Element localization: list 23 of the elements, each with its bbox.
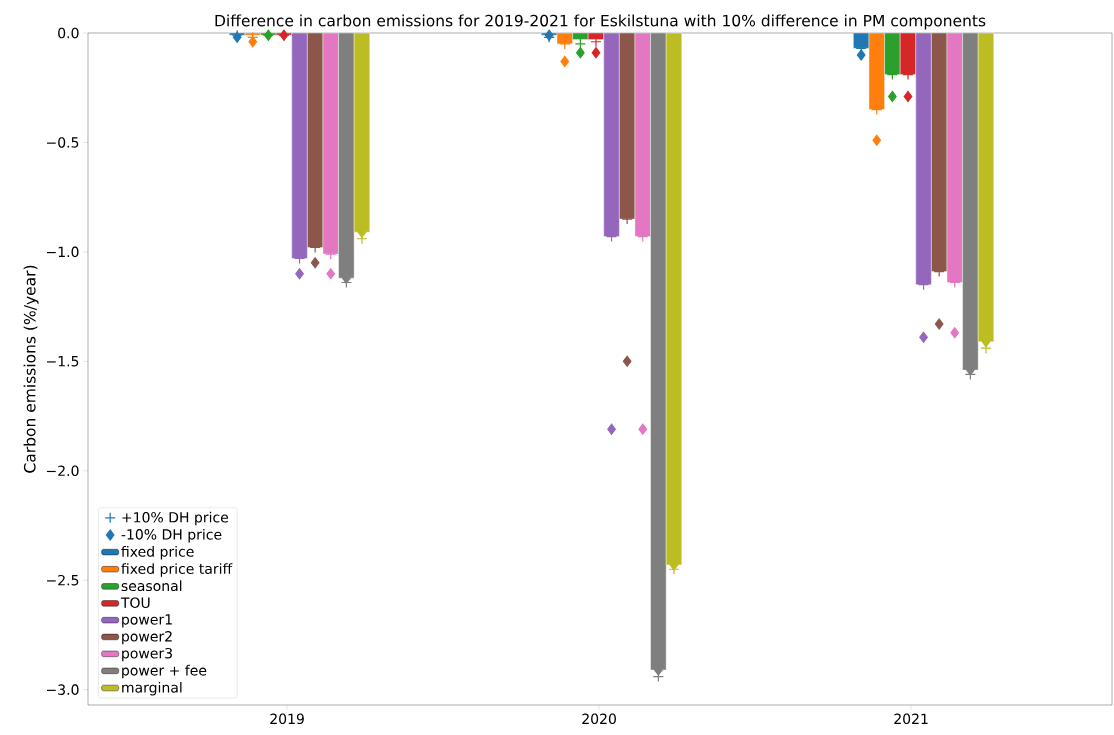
y-tick-label: −1.0 bbox=[46, 246, 79, 258]
y-tick-label: −2.5 bbox=[46, 574, 79, 586]
legend-label: power2 bbox=[122, 631, 172, 645]
legend-label: power + fee bbox=[122, 664, 207, 679]
legend-label: marginal bbox=[122, 681, 182, 696]
y-tick-label: −1.5 bbox=[46, 356, 79, 367]
y-tick-label: 0.0 bbox=[58, 27, 79, 39]
y-tick-label: −2.0 bbox=[46, 465, 79, 477]
y-tick-label: −0.5 bbox=[46, 137, 79, 148]
x-tick-label: 2020 bbox=[582, 713, 616, 725]
x-tick-label: 2019 bbox=[270, 713, 304, 725]
y-tick-label: −3.0 bbox=[46, 684, 79, 695]
y-axis-title: Carbon emissions (%/year) bbox=[23, 265, 39, 473]
legend-label: -10% DH price bbox=[121, 528, 222, 543]
legend-label: TOU bbox=[120, 597, 150, 609]
legend-label: power1 bbox=[122, 614, 172, 628]
legend-label: fixed price bbox=[121, 546, 194, 560]
chart-title: Difference in carbon emissions for 2019-2021 for Eskilstuna with 10% difference in PM components bbox=[215, 14, 986, 30]
x-tick-label: 2021 bbox=[894, 713, 928, 725]
legend-label: power3 bbox=[122, 647, 172, 662]
legend-label: fixed price tariff bbox=[121, 563, 233, 577]
legend-label: +10% DH price bbox=[122, 511, 229, 526]
legend-label: seasonal bbox=[121, 580, 182, 592]
